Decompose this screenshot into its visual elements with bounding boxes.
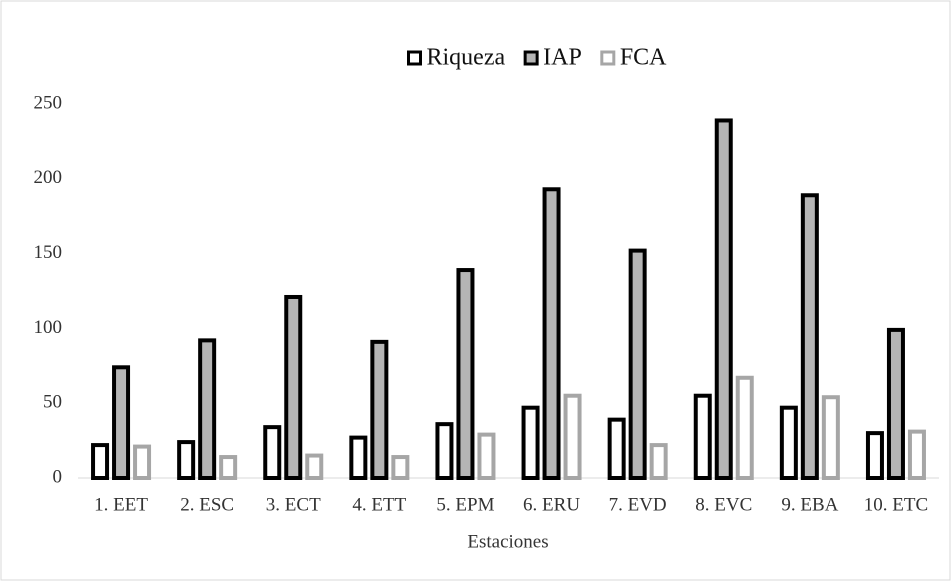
bar bbox=[219, 455, 238, 480]
bar bbox=[263, 425, 282, 480]
bar bbox=[628, 248, 647, 480]
x-axis-label: Estaciones bbox=[467, 531, 548, 552]
y-tick-label: 0 bbox=[53, 466, 63, 487]
x-tick-label: 3. ECT bbox=[266, 494, 321, 515]
bar bbox=[177, 440, 196, 481]
legend-label: FCA bbox=[620, 45, 667, 71]
bar bbox=[391, 455, 410, 480]
bar bbox=[435, 422, 454, 481]
bar bbox=[779, 405, 798, 480]
bar bbox=[714, 118, 733, 481]
bar bbox=[349, 435, 368, 480]
y-tick-label: 150 bbox=[34, 242, 63, 263]
legend-swatch bbox=[600, 50, 616, 66]
x-tick-label: 9. EBA bbox=[781, 494, 838, 515]
x-tick-label: 4. ETT bbox=[352, 494, 406, 515]
bar bbox=[370, 339, 389, 481]
bar bbox=[112, 365, 131, 480]
legend-label: IAP bbox=[543, 45, 582, 71]
bar bbox=[821, 395, 840, 480]
bar bbox=[198, 338, 217, 481]
x-tick-label: 6. ERU bbox=[523, 494, 580, 515]
bar bbox=[91, 443, 110, 481]
bar bbox=[865, 431, 884, 480]
bar bbox=[305, 453, 324, 480]
bar bbox=[607, 417, 626, 481]
x-tick-label: 5. EPM bbox=[436, 494, 494, 515]
bar bbox=[907, 429, 926, 480]
bar bbox=[133, 444, 152, 481]
bar bbox=[521, 405, 540, 480]
bar bbox=[563, 393, 582, 480]
x-tick-label: 1. EET bbox=[94, 494, 148, 515]
x-tick-label: 8. EVC bbox=[695, 494, 752, 515]
legend-label: Riqueza bbox=[427, 45, 506, 71]
bar bbox=[649, 443, 668, 481]
bar bbox=[284, 294, 303, 481]
y-tick-label: 100 bbox=[34, 317, 63, 338]
bar bbox=[693, 393, 712, 480]
bar bbox=[800, 193, 819, 480]
legend-swatch bbox=[523, 50, 539, 66]
bar bbox=[542, 187, 561, 480]
x-tick-label: 7. EVD bbox=[609, 494, 667, 515]
bar bbox=[735, 375, 754, 481]
bar bbox=[886, 327, 905, 480]
bar bbox=[456, 268, 475, 480]
y-tick-label: 50 bbox=[43, 392, 62, 413]
y-tick-label: 200 bbox=[34, 167, 63, 188]
bar bbox=[477, 432, 496, 480]
x-tick-label: 10. ETC bbox=[864, 494, 928, 515]
y-tick-label: 250 bbox=[34, 92, 63, 113]
legend-swatch bbox=[407, 50, 422, 66]
x-tick-label: 2. ESC bbox=[180, 494, 234, 515]
